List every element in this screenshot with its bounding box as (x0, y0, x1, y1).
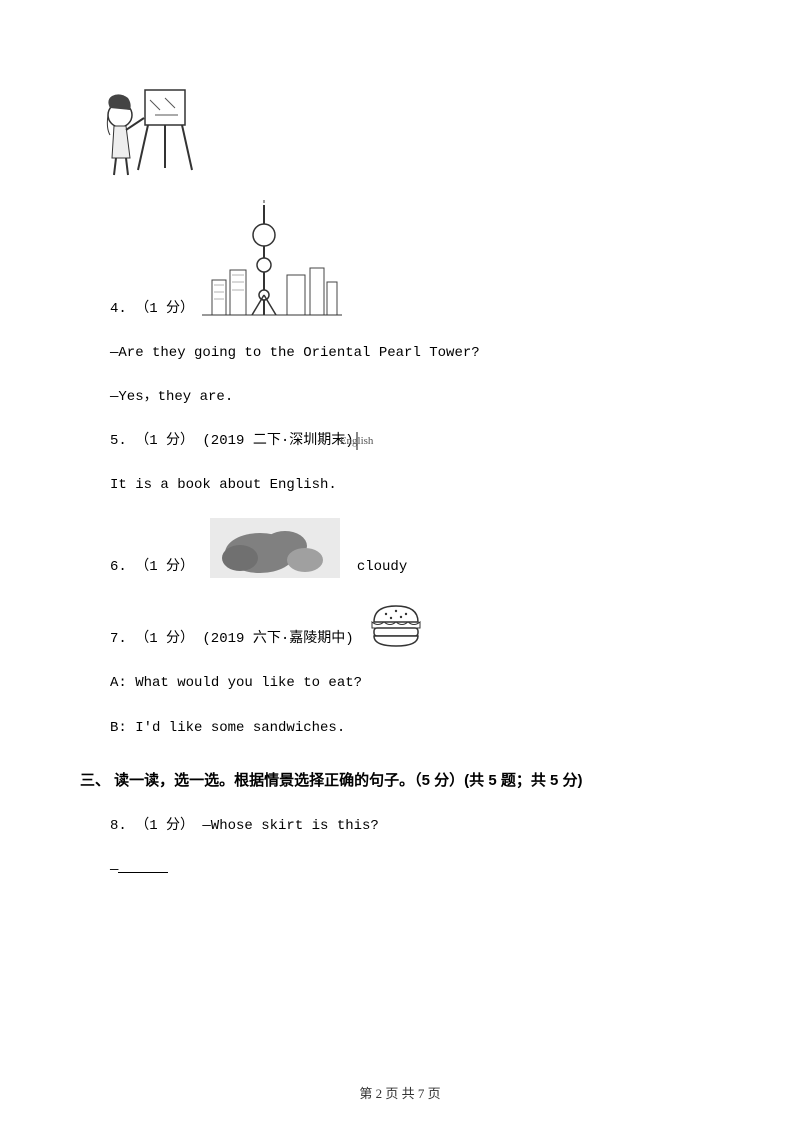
question-6: 6. （1 分） cloudy (80, 518, 720, 578)
q8-dash: — (110, 862, 118, 878)
hamburger-image (366, 600, 426, 650)
q8-answer-blank: — (80, 859, 720, 881)
q6-number: 6. （1 分） (110, 559, 194, 575)
section-3-heading: 三、 读一读，选一选。根据情景选择正确的句子。（5 分）(共 5 题；共 5 分… (80, 769, 720, 790)
girl-drawing-image (100, 80, 200, 180)
question-4: 4. （1 分） (80, 200, 720, 320)
oriental-pearl-tower-image (202, 200, 342, 320)
q4-answer-text: —Yes，they are. (80, 386, 720, 408)
cloudy-image (210, 518, 340, 578)
q7-line-a: A: What would you like to eat? (80, 672, 720, 694)
q7-number: 7. （1 分） (2019 六下·嘉陵期中) (110, 631, 354, 647)
page-footer: 第 2 页 共 7 页 (0, 1083, 800, 1102)
q5-number: 5. （1 分） (2019 二下·深圳期末) (110, 433, 354, 449)
page-content: 4. （1 分） (80, 80, 720, 882)
question-5: 5. （1 分） (2019 二下·深圳期末) (80, 431, 720, 452)
question-8: 8. （1 分） —Whose skirt is this? (80, 815, 720, 837)
fill-blank (118, 859, 168, 873)
q4-question-text: —Are they going to the Oriental Pearl To… (80, 342, 720, 364)
question-7: 7. （1 分） (2019 六下·嘉陵期中) (80, 600, 720, 650)
q5-text: It is a book about English. (80, 474, 720, 496)
q7-line-b: B: I'd like some sandwiches. (80, 717, 720, 739)
q6-after-text: cloudy (357, 559, 407, 575)
english-book-image (356, 432, 358, 450)
q4-number: 4. （1 分） (110, 301, 194, 317)
